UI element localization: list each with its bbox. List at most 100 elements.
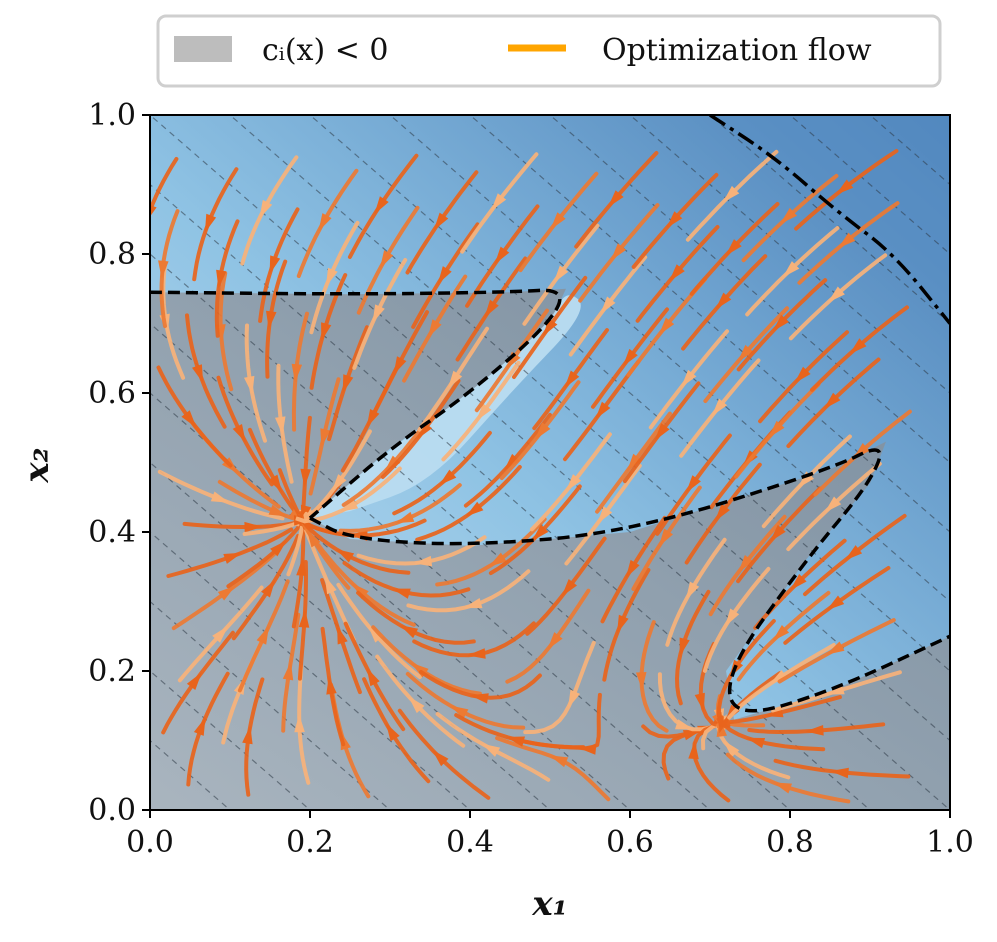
flow-arrow: [769, 524, 786, 542]
flow-arrow: [600, 296, 616, 315]
flow-arrow: [506, 736, 525, 747]
flow-arrow: [824, 496, 842, 513]
x-tick-label: 1.0: [926, 825, 974, 860]
flow-arrow: [465, 501, 484, 517]
contour-line: [150, 183, 871, 810]
flow-arrow: [433, 212, 449, 231]
flow-arrow: [725, 608, 740, 627]
x-tick-label: 0.8: [766, 825, 814, 860]
contour-line: [150, 670, 311, 810]
flow-arrow: [849, 338, 867, 355]
flow-arrow: [679, 637, 690, 657]
flow-arrow: [626, 453, 642, 472]
flow-arrow: [256, 626, 269, 645]
flow-arrow: [291, 363, 303, 383]
flow-arrow: [392, 588, 411, 599]
flow-arrow: [158, 260, 169, 279]
contour-line: [629, 115, 950, 394]
flow-arrow: [385, 723, 400, 742]
flow-arrow: [844, 545, 863, 561]
flow-arrow: [470, 693, 489, 704]
flow-arrow: [217, 585, 236, 601]
flow-arrow: [769, 670, 788, 685]
flow-arrow: [823, 392, 841, 410]
flow-arrow: [186, 672, 202, 690]
flow-arrow: [268, 504, 288, 517]
flow-arrow: [568, 689, 581, 709]
flow-arrow: [300, 468, 311, 488]
flow-arrow: [838, 232, 856, 249]
flow-arrow: [617, 614, 629, 634]
flow-arrow: [607, 190, 624, 208]
infeasible-region: [150, 288, 950, 810]
flow-arrow: [326, 676, 337, 695]
flow-arrow: [542, 318, 558, 337]
contour-line: [229, 115, 950, 742]
flow-arrow: [232, 424, 246, 443]
flow-arrow: [413, 555, 433, 567]
legend-label-infeasible: cᵢ(x) < 0: [262, 33, 388, 68]
flow-arrow: [193, 717, 206, 736]
flow-arrow: [714, 503, 730, 522]
x-tick-label: 0.2: [286, 825, 334, 860]
flow-arrow: [437, 266, 452, 285]
plot-frame: [149, 114, 951, 811]
flow-arrow: [244, 375, 255, 395]
flow-arrow: [204, 213, 217, 233]
y-tick-label: 0.4: [88, 515, 136, 550]
constraint-boundary-right: [709, 115, 950, 325]
flow-arrow: [531, 524, 549, 541]
y-axis-ticks: 0.0 0.2 0.4 0.6 0.8 1.0: [88, 98, 150, 828]
flow-arrow: [595, 401, 611, 420]
flow-arrow: [488, 552, 507, 567]
flow-arrow: [658, 317, 675, 335]
flow-arrow: [432, 749, 449, 767]
constraint-boundary-lower: [150, 288, 562, 520]
flow-arrow: [688, 740, 699, 760]
flow-arrow: [577, 744, 597, 755]
flow-arrow: [367, 625, 384, 643]
y-tick-label: 1.0: [88, 98, 136, 133]
flow-arrow: [722, 185, 740, 203]
legend-label-flow: Optimization flow: [602, 33, 872, 68]
x-tick-label: 0.0: [126, 825, 174, 860]
flow-arrow: [416, 421, 433, 440]
flow-arrow: [790, 574, 807, 591]
flow-arrow: [326, 267, 338, 287]
flow-arrow: [737, 344, 754, 362]
flow-arrow: [835, 179, 854, 195]
flow-arrow: [794, 366, 811, 384]
contour-line: [709, 115, 950, 325]
flow-arrow: [491, 193, 507, 211]
flow-arrow: [738, 555, 754, 573]
flow-arrow: [535, 422, 551, 440]
contour-line: [150, 461, 551, 810]
flow-arrow: [399, 625, 419, 639]
flow-arrow: [339, 498, 359, 512]
flow-arrow: [686, 475, 701, 493]
flow-arrow: [773, 782, 792, 794]
flow-arrow: [270, 540, 287, 557]
flow-arrow: [351, 583, 369, 600]
flow-arrow: [772, 314, 789, 332]
flow-arrow: [711, 398, 728, 416]
streamline: [150, 157, 179, 217]
contour-line: [309, 115, 950, 672]
flow-arrow: [725, 239, 742, 256]
flow-arrow: [450, 705, 469, 719]
flow-arrow: [715, 292, 732, 310]
flow-arrow: [372, 304, 385, 323]
flow-arrow: [282, 661, 294, 681]
flow-arrow: [393, 356, 407, 375]
flow-arrow: [561, 579, 577, 597]
contour-line: [950, 46, 997, 880]
contour-line: [150, 322, 711, 810]
contour-line: [150, 115, 950, 810]
flow-arrow: [261, 579, 276, 598]
flow-arrow: [564, 370, 580, 389]
flow-arrow: [782, 261, 800, 278]
flow-arrow: [550, 212, 566, 230]
flow-arrow: [780, 207, 797, 224]
flow-arrow: [622, 348, 638, 367]
